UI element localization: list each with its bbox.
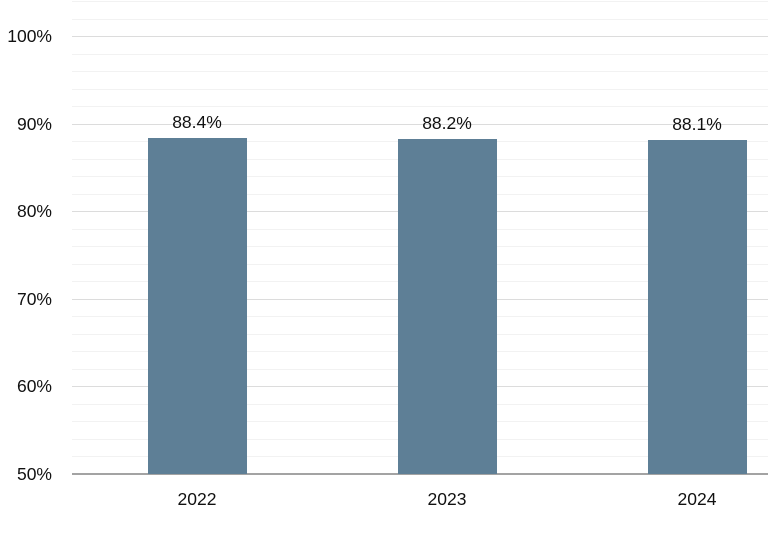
minor-gridline: [72, 88, 768, 90]
x-axis-tick-label: 2024: [677, 488, 717, 509]
y-axis-tick-label: 80%: [16, 201, 52, 221]
minor-gridline: [72, 106, 768, 107]
bar-2022: [147, 137, 247, 474]
minor-gridline: [72, 1, 768, 2]
bar-value-label: 88.4%: [172, 111, 222, 132]
x-axis-tick-label: 2023: [427, 488, 467, 509]
major-gridline: [72, 123, 768, 125]
y-axis-tick-label: 100%: [7, 26, 52, 46]
y-axis-tick-label: 90%: [16, 113, 52, 134]
x-axis-line: [72, 472, 768, 475]
minor-gridline: [72, 71, 768, 72]
bar-value-label: 88.2%: [422, 113, 472, 134]
bar-2024: [647, 140, 747, 474]
bar-2023: [397, 139, 497, 474]
x-axis-tick-label: 2022: [177, 488, 217, 509]
major-gridline: [72, 36, 768, 37]
y-axis-tick-label: 60%: [16, 376, 52, 396]
y-axis-tick-label: 50%: [16, 463, 52, 484]
minor-gridline: [72, 53, 768, 55]
y-axis-tick-label: 70%: [16, 288, 52, 309]
minor-gridline: [72, 18, 768, 20]
bar-value-label: 88.1%: [672, 114, 722, 135]
